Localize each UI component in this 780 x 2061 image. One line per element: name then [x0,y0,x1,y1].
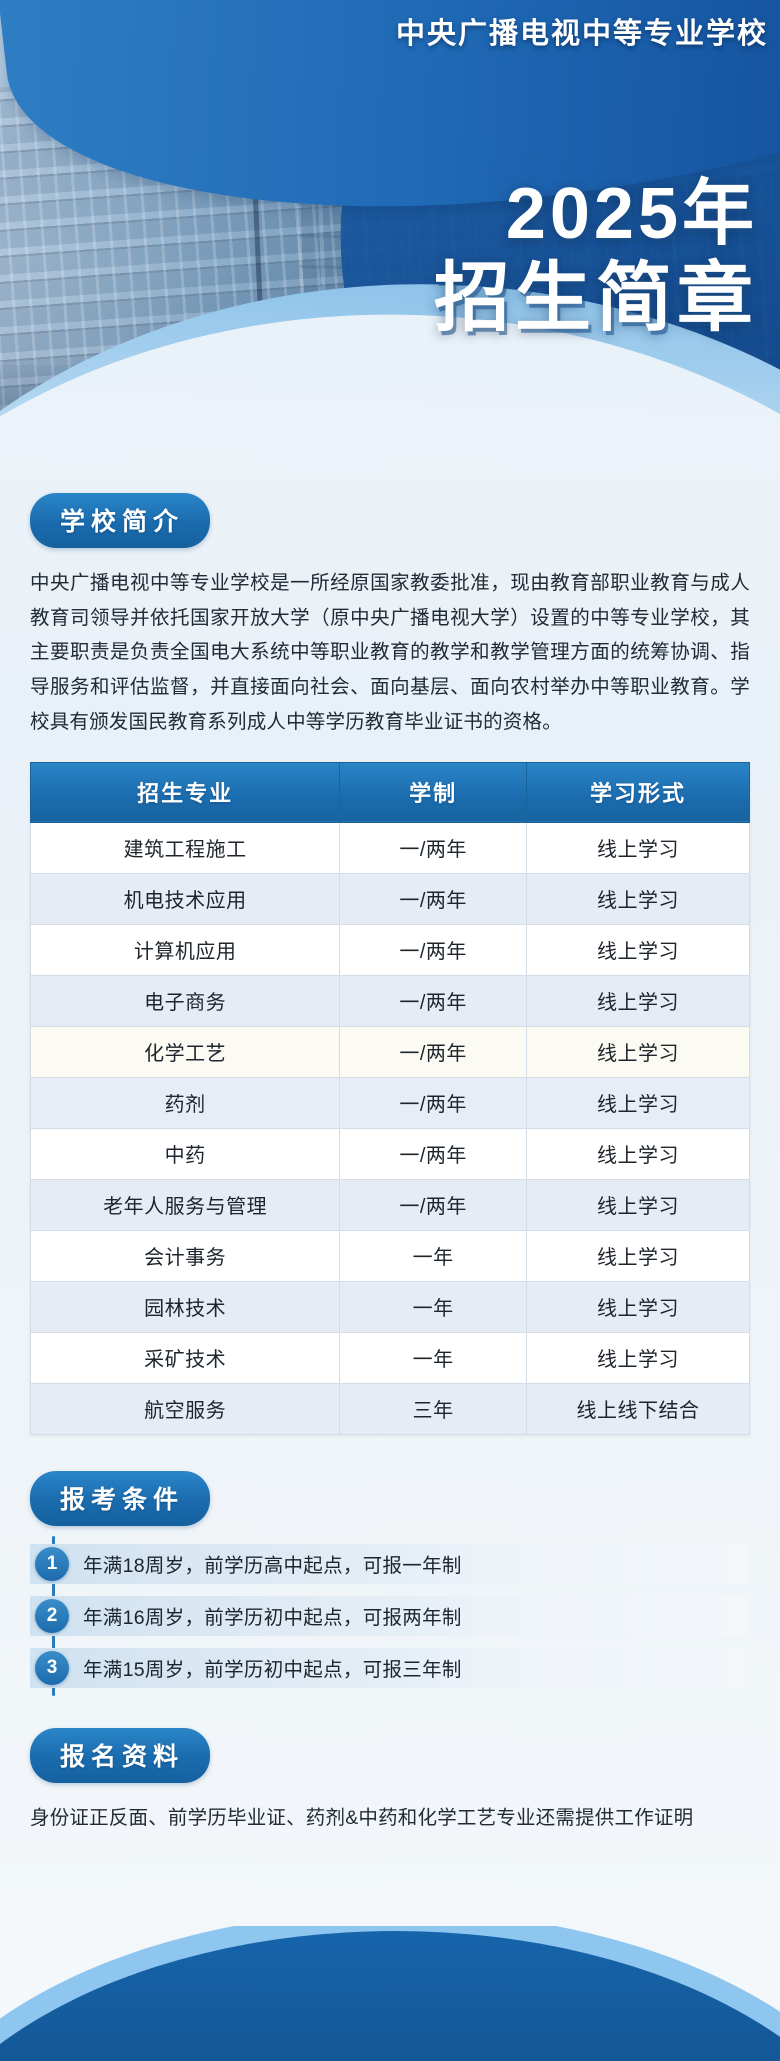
cell-major: 药剂 [29,1076,341,1129]
table-row: 园林技术 一年 线上学习 [29,1280,750,1333]
footer-wave-decoration [0,1926,780,2061]
cell-duration: 一/两年 [339,923,528,976]
hero-subtitle: 招生简章 [434,256,758,342]
table-header-row: 招生专业 学制 学习形式 [29,761,750,823]
cell-major: 老年人服务与管理 [29,1178,341,1231]
cell-study-mode: 线上学习 [526,821,750,874]
majors-table-body: 建筑工程施工 一/两年 线上学习 机电技术应用 一/两年 线上学习 计算机应用 … [29,821,750,1435]
cell-study-mode: 线上学习 [526,1025,750,1078]
column-header-study-mode: 学习形式 [526,761,750,823]
poster-content: 学校简介 中央广播电视中等专业学校是一所经原国家教委批准，现由教育部职业教育与成… [0,493,780,1835]
cell-major: 会计事务 [29,1229,341,1282]
cell-major: 采矿技术 [29,1331,341,1384]
column-header-major: 招生专业 [29,761,341,823]
condition-text: 年满15周岁，前学历初中起点，可报三年制 [83,1659,462,1682]
cell-major: 航空服务 [29,1382,341,1435]
cell-study-mode: 线上学习 [526,1229,750,1282]
cell-duration: 一/两年 [339,1076,528,1129]
hero-title-group: 2025年 招生简章 [434,174,758,342]
table-row: 药剂 一/两年 线上学习 [29,1076,750,1129]
section-application-materials: 报名资料 身份证正反面、前学历毕业证、药剂&中药和化学工艺专业还需提供工作证明 [30,1727,750,1836]
list-item: 1 年满18周岁，前学历高中起点，可报一年制 [30,1543,750,1584]
cell-duration: 一/两年 [339,974,528,1027]
cell-major: 建筑工程施工 [29,821,341,874]
table-row: 航空服务 三年 线上线下结合 [29,1382,750,1435]
badge-application-conditions: 报考条件 [30,1470,211,1526]
cell-study-mode: 线上学习 [526,1280,750,1333]
cell-study-mode: 线上学习 [526,872,750,925]
list-item: 3 年满15周岁，前学历初中起点，可报三年制 [30,1647,750,1688]
cell-study-mode: 线上学习 [526,1076,750,1129]
materials-paragraph: 身份证正反面、前学历毕业证、药剂&中药和化学工艺专业还需提供工作证明 [30,1806,694,1829]
condition-number-badge: 2 [35,1598,69,1633]
cell-study-mode: 线上学习 [526,974,750,1027]
majors-table: 招生专业 学制 学习形式 建筑工程施工 一/两年 线上学习 机电技术应用 一/两… [29,761,750,1435]
table-row: 中药 一/两年 线上学习 [29,1127,750,1180]
table-row: 建筑工程施工 一/两年 线上学习 [29,821,750,874]
cell-duration: 一年 [339,1229,528,1282]
cell-major: 化学工艺 [29,1025,341,1078]
school-intro-paragraph: 中央广播电视中等专业学校是一所经原国家教委批准，现由教育部职业教育与成人教育司领… [30,572,750,733]
hero-banner: OUC THE OPEN UNIVERSITY OF 中央广播电视中等专业学校 … [0,0,780,475]
cell-study-mode: 线上学习 [526,1331,750,1384]
school-name-title: 中央广播电视中等专业学校 [395,18,768,50]
table-row: 机电技术应用 一/两年 线上学习 [29,872,750,925]
table-row: 会计事务 一年 线上学习 [29,1229,750,1282]
list-item: 2 年满16周岁，前学历初中起点，可报两年制 [30,1595,750,1636]
condition-number-badge: 3 [35,1650,69,1685]
section-application-conditions: 报考条件 1 年满18周岁，前学历高中起点，可报一年制 2 年满16周岁，前学历… [30,1470,750,1696]
badge-school-intro: 学校简介 [30,493,211,548]
cell-major: 机电技术应用 [29,872,341,925]
cell-major: 园林技术 [29,1280,341,1333]
cell-duration: 一/两年 [339,1025,528,1078]
badge-application-materials: 报名资料 [30,1727,211,1783]
cell-study-mode: 线上学习 [526,1178,750,1231]
table-row: 计算机应用 一/两年 线上学习 [29,923,750,976]
footer-wave-dark [0,1931,780,2061]
cell-major: 电子商务 [29,974,341,1027]
cell-major: 计算机应用 [29,923,341,976]
cell-duration: 一/两年 [339,872,528,925]
cell-major: 中药 [29,1127,341,1180]
cell-duration: 一年 [339,1280,528,1333]
table-row: 采矿技术 一年 线上学习 [29,1331,750,1384]
majors-table-head: 招生专业 学制 学习形式 [29,761,750,823]
cell-duration: 一/两年 [339,1127,528,1180]
cell-duration: 一/两年 [339,1178,528,1231]
table-row: 电子商务 一/两年 线上学习 [29,974,750,1027]
condition-text: 年满16周岁，前学历初中起点，可报两年制 [83,1607,462,1630]
cell-study-mode: 线上学习 [526,1127,750,1180]
cell-duration: 一/两年 [339,821,528,874]
hero-year: 2025年 [505,174,758,254]
table-row: 老年人服务与管理 一/两年 线上学习 [29,1178,750,1231]
cell-duration: 一年 [339,1331,528,1384]
cell-study-mode: 线上学习 [526,923,750,976]
table-row: 化学工艺 一/两年 线上学习 [29,1025,750,1078]
condition-number-badge: 1 [35,1546,69,1581]
column-header-duration: 学制 [339,761,528,823]
section-school-intro: 学校简介 中央广播电视中等专业学校是一所经原国家教委批准，现由教育部职业教育与成… [30,493,750,740]
conditions-list: 1 年满18周岁，前学历高中起点，可报一年制 2 年满16周岁，前学历初中起点，… [30,1535,750,1696]
cell-duration: 三年 [339,1382,528,1435]
condition-text: 年满18周岁，前学历高中起点，可报一年制 [83,1555,462,1578]
cell-study-mode: 线上线下结合 [526,1382,750,1435]
